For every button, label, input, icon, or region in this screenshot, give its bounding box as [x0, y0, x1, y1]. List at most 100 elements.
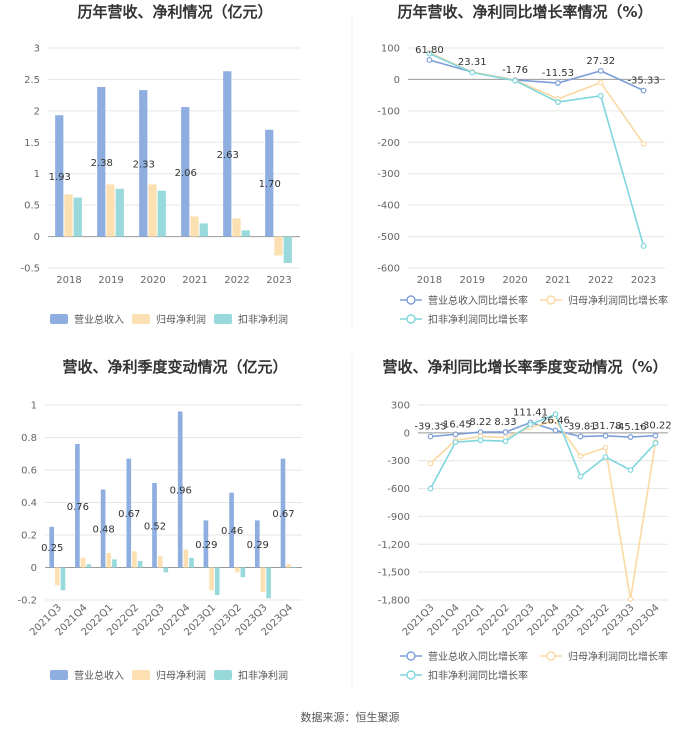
quarterly-growth-point [577, 473, 584, 480]
quarterly-bar-bar-revenue [254, 520, 260, 568]
annual-growth-ytick-label: -500 [377, 232, 400, 243]
annual-bar-ytick-label: 0 [34, 232, 40, 243]
annual-bar-xtick-label: 2018 [56, 275, 81, 286]
quarterly-bar-bar-parent-net-profit [80, 557, 86, 568]
annual-growth-ytick-label: -200 [377, 138, 400, 149]
quarterly-bar-ytick-label: -0.2 [17, 596, 37, 607]
quarterly-bar-chart: 营收、净利季度变动情况（亿元）-0.200.20.40.60.812021Q32… [17, 358, 302, 682]
quarterly-bar-bar-parent-net-profit [286, 564, 291, 568]
annual-bar-bar-deducted-net-profit [283, 236, 292, 263]
quarterly-growth-point [602, 454, 609, 460]
quarterly-bar-bar-deducted-net-profit [137, 561, 143, 568]
quarterly-growth-point [427, 485, 434, 492]
quarterly-bar-bar-deducted-net-profit [86, 564, 92, 568]
quarterly-bar-bar-deducted-net-profit [189, 557, 194, 568]
annual-bar-legend-label: 扣非净利润 [238, 313, 288, 326]
quarterly-bar-bar-revenue [203, 520, 209, 568]
quarterly-growth-point [427, 433, 434, 440]
annual-bar-bar-parent-net-profit [274, 236, 283, 256]
annual-growth-point [597, 67, 604, 74]
annual-bar-bar-deducted-net-profit [73, 197, 82, 237]
annual-bar-ytick-label: 2 [34, 106, 40, 117]
quarterly-bar-bar-revenue [100, 489, 106, 568]
quarterly-bar-ytick-label: 0.4 [21, 498, 37, 509]
quarterly-growth-revenue-growth-data-label: -30.22 [639, 421, 671, 432]
quarterly-growth-ytick-label: 300 [391, 401, 410, 412]
annual-growth-point [555, 99, 561, 105]
quarterly-growth-legend-label: 扣非净利润同比增长率 [428, 669, 528, 682]
quarterly-bar-bar-deducted-net-profit [60, 567, 66, 591]
annual-bar-bar-revenue [223, 71, 232, 237]
quarterly-bar-bar-parent-net-profit [209, 567, 214, 591]
annual-growth-point [426, 50, 433, 57]
quarterly-bar-bar-revenue [152, 483, 157, 568]
annual-growth-xtick-label: 2018 [417, 275, 442, 286]
annual-growth-xtick-label: 2021 [545, 275, 570, 286]
quarterly-bar-revenue-data-label: 0.46 [221, 526, 243, 537]
annual-growth-xtick-label: 2023 [631, 275, 656, 286]
quarterly-growth-revenue-growth-data-label: -45.16 [614, 422, 646, 433]
annual-growth-legend-marker [546, 295, 556, 305]
quarterly-bar-revenue-data-label: 0.29 [195, 540, 217, 551]
quarterly-bar-legend-swatch [214, 670, 232, 680]
annual-bar-xtick-label: 2023 [266, 275, 291, 286]
annual-growth-revenue-growth-data-label: -11.53 [542, 68, 574, 79]
quarterly-growth-point [627, 467, 634, 473]
quarterly-bar-bar-parent-net-profit [132, 551, 137, 568]
annual-growth-point [597, 92, 604, 99]
annual-growth-ytick-label: 100 [381, 44, 400, 55]
annual-growth-title: 历年营收、净利同比增长率情况（%） [397, 3, 652, 21]
annual-growth-ytick-label: -600 [377, 264, 400, 275]
quarterly-growth-revenue-growth-data-label: -16.45 [439, 419, 471, 430]
annual-bar-xtick-label: 2019 [98, 275, 123, 286]
annual-growth-point [512, 77, 518, 84]
annual-growth-revenue-growth-data-label: 61.80 [415, 45, 444, 56]
annual-growth-chart: 历年营收、净利同比增长率情况（%） -600 -500 -400 -300 -200 -10… [377, 3, 668, 326]
quarterly-bar-revenue-data-label: 0.76 [67, 502, 89, 513]
quarterly-growth-point [652, 432, 659, 439]
quarterly-growth-legend-marker [406, 651, 416, 661]
quarterly-bar-bar-deducted-net-profit [266, 567, 271, 599]
annual-growth-point [426, 57, 433, 63]
quarterly-growth-title: 营收、净利同比增长率季度变动情况（%） [382, 358, 667, 376]
quarterly-growth-ytick-label: -300 [387, 456, 410, 467]
quarterly-bar-revenue-data-label: 0.67 [272, 509, 294, 520]
annual-bar-bar-deducted-net-profit [241, 230, 250, 237]
quarterly-bar-title: 营收、净利季度变动情况（亿元） [62, 358, 287, 376]
quarterly-bar-bar-parent-net-profit [157, 556, 163, 568]
annual-bar-ytick-label: -0.5 [20, 264, 40, 275]
quarterly-growth-legend-marker [546, 651, 556, 661]
quarterly-growth-ytick-label: -1,500 [378, 568, 410, 579]
annual-bar-legend-swatch [50, 314, 68, 324]
quarterly-bar-bar-revenue [177, 411, 183, 568]
quarterly-growth-line-deducted-growth [429, 413, 657, 489]
quarterly-growth-point [627, 596, 634, 602]
quarterly-bar-bar-deducted-net-profit [112, 559, 117, 568]
quarterly-growth-point [502, 438, 509, 445]
annual-growth-revenue-growth-data-label: -35.33 [627, 76, 659, 87]
quarterly-bar-ytick-label: 0.6 [21, 466, 37, 477]
annual-bar-revenue-data-label: 2.06 [175, 168, 197, 179]
annual-bar-bar-revenue [181, 107, 190, 237]
annual-growth-ytick-label: 0 [394, 75, 400, 86]
annual-growth-point [597, 79, 604, 86]
annual-growth-point [640, 87, 647, 94]
quarterly-growth-point [452, 431, 459, 438]
annual-bar-revenue-data-label: 2.63 [217, 150, 239, 161]
quarterly-bar-bar-parent-net-profit [183, 549, 189, 568]
annual-bar-bar-parent-net-profit [190, 216, 199, 237]
quarterly-bar-revenue-data-label: 0.29 [247, 540, 269, 551]
annual-bar-bar-parent-net-profit [64, 194, 73, 237]
quarterly-bar-bar-deducted-net-profit [163, 567, 169, 573]
quarterly-growth-point [627, 434, 634, 440]
quarterly-bar-bar-revenue [229, 492, 234, 568]
quarterly-bar-bar-parent-net-profit [106, 552, 112, 568]
annual-growth-point [640, 140, 647, 147]
quarterly-growth-point [577, 433, 584, 440]
quarterly-growth-revenue-growth-data-label: -31.78 [589, 421, 621, 432]
quarterly-bar-bar-deducted-net-profit [240, 567, 246, 578]
quarterly-bar-bar-revenue [280, 458, 286, 568]
annual-bar-bar-revenue [139, 90, 148, 237]
quarterly-growth-point [602, 444, 609, 451]
